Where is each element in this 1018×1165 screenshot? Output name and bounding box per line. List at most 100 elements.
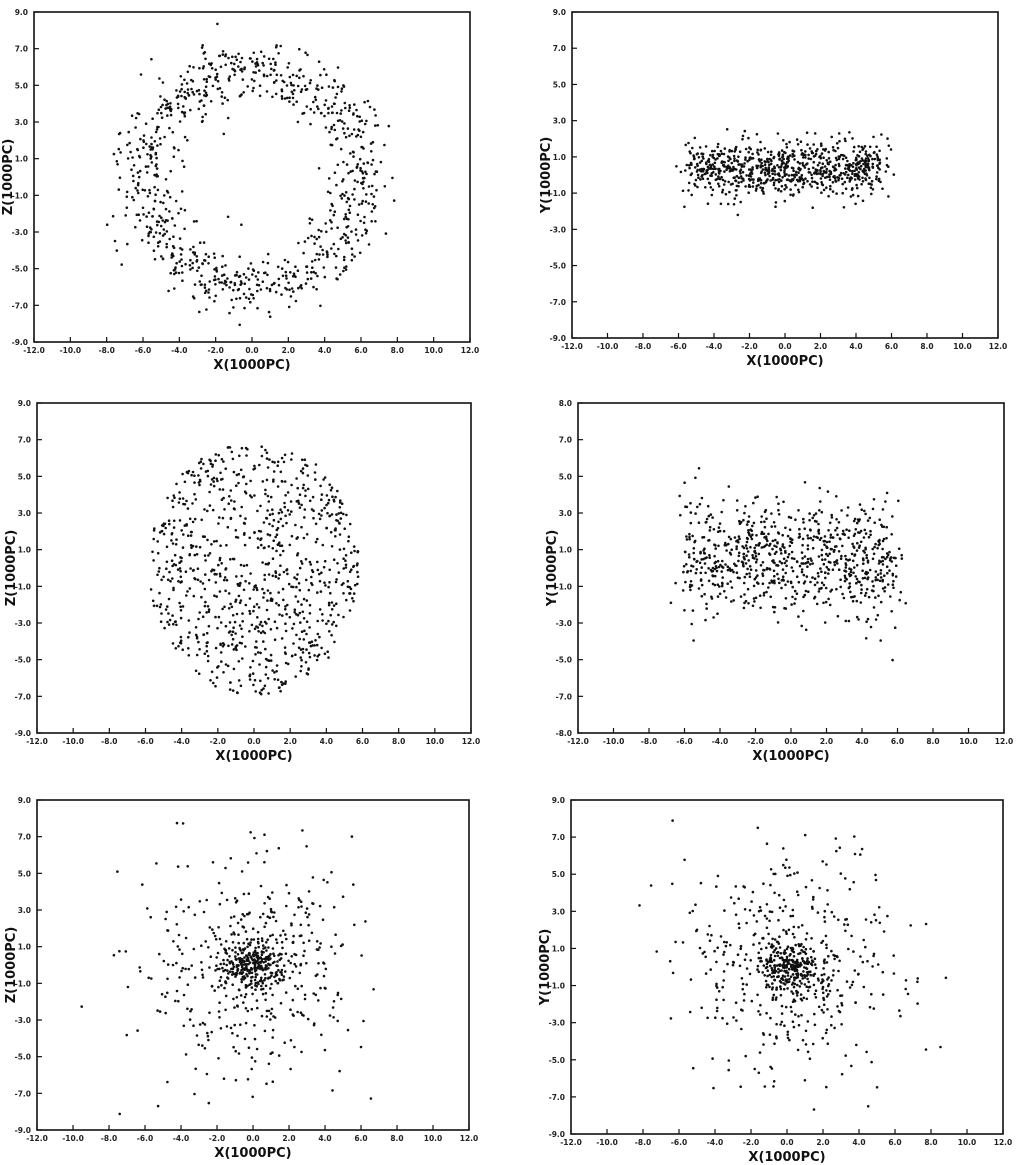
scatter-point <box>873 913 876 916</box>
scatter-point <box>320 590 323 593</box>
scatter-point <box>762 192 765 195</box>
scatter-point <box>230 499 233 502</box>
scatter-point <box>195 498 198 501</box>
scatter-point <box>351 253 354 256</box>
scatter-point <box>790 964 793 967</box>
scatter-point <box>175 647 178 650</box>
scatter-point <box>731 162 734 165</box>
scatter-point <box>153 527 156 530</box>
scatter-point <box>771 982 774 985</box>
scatter-point <box>312 510 315 513</box>
scatter-point <box>248 892 251 895</box>
scatter-point <box>217 278 220 281</box>
scatter-point <box>255 852 258 855</box>
scatter-point <box>689 1011 692 1014</box>
scatter-point <box>828 540 831 543</box>
scatter-point <box>806 162 809 165</box>
scatter-point <box>798 528 801 531</box>
scatter-point <box>786 987 789 990</box>
scatter-point <box>217 80 220 83</box>
scatter-point <box>335 625 338 628</box>
scatter-point <box>236 692 239 695</box>
scatter-point <box>219 575 222 578</box>
scatter-point <box>240 223 243 226</box>
scatter-point <box>256 603 259 606</box>
scatter-point <box>179 237 182 240</box>
scatter-point <box>792 1020 795 1023</box>
scatter-point <box>738 552 741 555</box>
scatter-point <box>199 580 202 583</box>
scatter-point <box>729 580 732 583</box>
scatter-point <box>725 193 728 196</box>
scatter-point <box>741 988 744 991</box>
scatter-point <box>367 202 370 205</box>
scatter-point <box>683 481 686 484</box>
scatter-point <box>708 167 711 170</box>
scatter-point <box>232 306 235 309</box>
scatter-point <box>276 664 279 667</box>
scatter-point <box>331 486 334 489</box>
scatter-point <box>300 603 303 606</box>
scatter-point <box>209 504 212 507</box>
scatter-point <box>860 508 863 511</box>
scatter-point <box>837 615 840 618</box>
scatter-point <box>250 976 253 979</box>
scatter-point <box>262 261 265 264</box>
scatter-point <box>153 605 156 608</box>
scatter-point <box>252 684 255 687</box>
scatter-point <box>845 171 848 174</box>
scatter-point <box>324 560 327 563</box>
scatter-point <box>175 624 178 627</box>
scatter-point <box>766 975 769 978</box>
scatter-point <box>344 239 347 242</box>
scatter-point <box>259 95 262 98</box>
scatter-point <box>345 564 348 567</box>
scatter-point <box>319 608 322 611</box>
scatter-point <box>268 58 271 61</box>
scatter-point <box>216 73 219 76</box>
scatter-point <box>925 923 928 926</box>
scatter-point <box>363 216 366 219</box>
scatter-point <box>822 940 825 943</box>
scatter-point <box>689 912 692 915</box>
scatter-point <box>781 185 784 188</box>
scatter-point <box>277 527 280 530</box>
scatter-point <box>745 953 748 956</box>
scatter-point <box>351 133 354 136</box>
scatter-point <box>233 471 236 474</box>
scatter-point <box>321 509 324 512</box>
scatter-point <box>218 55 221 58</box>
scatter-point <box>756 133 759 136</box>
y-tick-label: -5.0 <box>556 656 572 665</box>
scatter-point <box>206 632 209 635</box>
scatter-point <box>278 1054 281 1057</box>
scatter-point <box>783 988 786 991</box>
scatter-point <box>160 106 163 109</box>
scatter-point <box>869 569 872 572</box>
scatter-point <box>147 235 150 238</box>
scatter-point <box>774 964 777 967</box>
scatter-point <box>157 241 160 244</box>
x-tick-label: -12.0 <box>560 1138 582 1147</box>
scatter-point <box>800 562 803 565</box>
scatter-point <box>353 198 356 201</box>
scatter-point <box>270 496 273 499</box>
scatter-point <box>216 480 219 483</box>
scatter-point <box>341 180 344 183</box>
scatter-point <box>315 87 318 90</box>
scatter-point <box>272 1029 275 1032</box>
scatter-point <box>206 510 209 513</box>
scatter-point <box>670 602 673 605</box>
scatter-point <box>231 949 234 952</box>
scatter-point <box>303 537 306 540</box>
scatter-point <box>291 971 294 974</box>
scatter-point <box>318 573 321 576</box>
scatter-point <box>215 647 218 650</box>
scatter-point <box>216 968 219 971</box>
x-tick-label: 0.0 <box>245 346 258 355</box>
scatter-point <box>256 961 259 964</box>
scatter-point <box>349 523 352 526</box>
scatter-point <box>267 692 270 695</box>
scatter-point <box>822 602 825 605</box>
scatter-point <box>301 459 304 462</box>
